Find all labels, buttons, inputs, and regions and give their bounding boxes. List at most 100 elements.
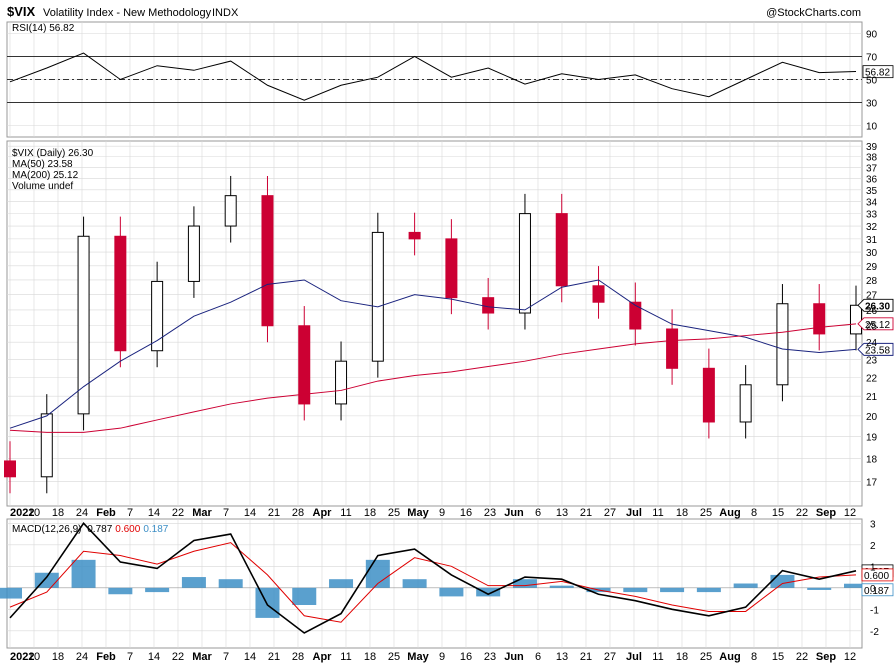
price-x-tick-label: Feb	[96, 507, 116, 519]
macd-x-tick-label: 8	[751, 651, 757, 663]
price-legend-line-2: MA(50) 23.58	[12, 159, 73, 170]
macd-legend: MACD(12,26,9) 0.787 0.600 0.187	[12, 524, 169, 535]
macd-x-tick-label: 23	[484, 651, 496, 663]
price-y-tick-label: 20	[866, 412, 878, 423]
macd-histogram-bar	[844, 583, 868, 588]
security-name: Volatility Index - New Methodology	[43, 7, 212, 19]
price-x-tick-label: 25	[388, 507, 400, 519]
price-x-tick-label: 23	[484, 507, 496, 519]
macd-x-tick-label: 28	[292, 651, 304, 663]
price-y-tick-label: 24	[866, 338, 878, 349]
macd-x-tick-label: 21	[268, 651, 280, 663]
price-x-tick-label: 15	[772, 507, 784, 519]
macd-histogram-bar	[181, 577, 206, 588]
price-y-tick-label: 30	[866, 248, 878, 259]
macd-histogram-bar	[218, 579, 243, 588]
price-x-tick-label: 12	[844, 507, 856, 519]
price-y-tick-label: 37	[866, 163, 878, 174]
price-x-tick-label: 22	[172, 507, 184, 519]
price-x-tick-label: 6	[535, 507, 541, 519]
price-y-tick-label: 21	[866, 392, 878, 403]
rsi-line	[9, 52, 857, 101]
price-tag-text: 26.30	[865, 301, 890, 312]
price-x-tick-label: Aug	[719, 507, 740, 519]
price-x-tick-label: 28	[292, 507, 304, 519]
candle-body	[371, 231, 384, 362]
macd-histogram-bar	[696, 587, 721, 593]
macd-legend-prefix: MACD(12,26,9)	[12, 524, 81, 535]
price-y-tick-label: 22	[866, 373, 878, 384]
candle-body	[482, 297, 495, 314]
macd-y-tick-label: -1	[870, 605, 879, 616]
price-x-tick-label: Jun	[504, 507, 524, 519]
macd-x-tick-label: May	[407, 651, 429, 663]
rsi-y-tick-label: 70	[866, 53, 878, 64]
candle-body	[40, 413, 53, 478]
price-y-tick-label: 28	[866, 276, 878, 287]
candle-body	[77, 235, 90, 415]
axis-layer: 20222022101018182424FebFeb7714142222MarM…	[10, 30, 879, 664]
rsi-layer: 56.82	[7, 52, 894, 103]
macd-y-tick-label: 2	[870, 541, 876, 552]
candle-body	[850, 304, 862, 335]
candle-body	[151, 280, 164, 352]
ma200-line	[9, 323, 857, 433]
price-y-tick-label: 39	[866, 142, 878, 153]
macd-x-tick-label: 18	[676, 651, 688, 663]
macd-x-tick-label: 6	[535, 651, 541, 663]
candle-body	[666, 328, 679, 369]
macd-y-tick-label: 0	[870, 584, 876, 595]
price-x-tick-label: 14	[244, 507, 256, 519]
price-x-tick-label: 25	[700, 507, 712, 519]
macd-x-tick-label: Jul	[626, 651, 642, 663]
macd-x-tick-label: 10	[28, 651, 40, 663]
price-y-tick-label: 33	[866, 210, 878, 221]
price-tag	[857, 317, 894, 331]
macd-x-tick-label: 14	[244, 651, 256, 663]
price-x-tick-label: 21	[580, 507, 592, 519]
price-tag-text: 25.12	[865, 320, 890, 331]
macd-y-tick-label: -2	[870, 627, 879, 638]
candle-body	[187, 225, 200, 282]
price-x-tick-label: May	[407, 507, 429, 519]
macd-x-tick-label: 27	[604, 651, 616, 663]
price-y-tick-label: 35	[866, 186, 878, 197]
price-y-tick-label: 18	[866, 454, 878, 465]
price-legend-line-4: Volume undef	[12, 181, 73, 192]
price-x-tick-label: 11	[652, 507, 663, 519]
rsi-y-tick-label: 90	[866, 30, 878, 41]
candle-body	[298, 325, 311, 405]
rsi-value-tag	[862, 65, 894, 79]
candle-body	[261, 195, 274, 327]
price-x-tick-label: 24	[76, 507, 88, 519]
candle-body	[518, 213, 531, 314]
macd-histogram-bar	[549, 585, 574, 588]
macd-value-tag	[861, 583, 894, 597]
price-x-tick-label: Sep	[816, 507, 836, 519]
price-x-tick-label: Jul	[626, 507, 642, 519]
macd-y-tick-label: 3	[870, 519, 876, 530]
macd-histogram-bar	[439, 587, 464, 597]
price-x-tick-label: 13	[556, 507, 568, 519]
ma50-line	[9, 279, 857, 429]
candle-body	[4, 460, 16, 478]
price-x-tick-label: 21	[268, 507, 280, 519]
macd-legend-hist: 0.187	[143, 524, 168, 535]
macd-histogram-bar	[145, 587, 170, 593]
macd-x-tick-label: 11	[652, 651, 663, 663]
macd-histogram-bar	[0, 587, 22, 599]
price-x-tick-label: 11	[340, 507, 351, 519]
macd-value-tag-text: 0.187	[864, 586, 889, 597]
candle-body	[335, 360, 348, 405]
macd-x-tick-label: Apr	[313, 651, 333, 663]
macd-histogram-bar	[108, 587, 133, 595]
macd-x-tick-label: 18	[364, 651, 376, 663]
macd-x-tick-label: 12	[844, 651, 856, 663]
macd-x-tick-label: 2022	[10, 651, 34, 663]
macd-histogram-bar	[770, 574, 795, 588]
price-y-tick-label: 27	[866, 291, 878, 302]
price-x-tick-label: 7	[127, 507, 133, 519]
candle-body	[739, 384, 752, 423]
